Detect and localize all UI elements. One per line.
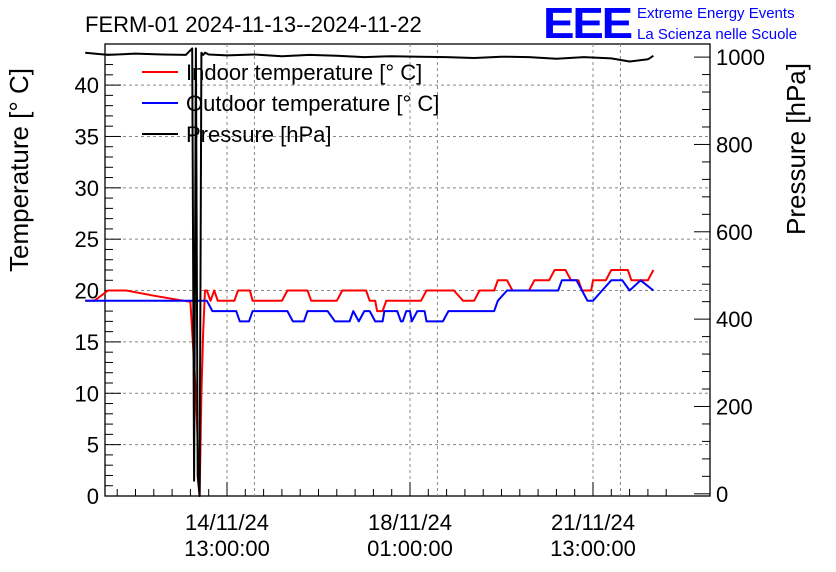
y2-tick-label: 200 [716, 394, 753, 419]
x-tick-label-date: 14/11/24 [185, 510, 269, 535]
series-line-indoor [85, 269, 655, 497]
x-tick-label-time: 13:00:00 [184, 536, 270, 561]
axes: 05101520253035400200400600800100014/11/2… [75, 43, 765, 561]
legend-label-indoor: Indoor temperature [° C] [186, 60, 422, 85]
y-tick-label: 25 [75, 227, 99, 252]
y-tick-label: 40 [75, 73, 99, 98]
x-tick-label-time: 01:00:00 [367, 536, 453, 561]
y2-tick-label: 0 [716, 482, 728, 507]
legend: Indoor temperature [° C] Outdoor tempera… [142, 60, 439, 147]
legend-label-outdoor: Outdoor temperature [° C] [186, 91, 439, 116]
series-line-outdoor [85, 279, 655, 323]
series-line-pressure [85, 47, 654, 497]
x-tick-label-date: 18/11/24 [368, 510, 452, 535]
y-axis-title: Temperature [° C] [4, 68, 34, 272]
y2-tick-label: 800 [716, 132, 753, 157]
x-tick-label-date: 21/11/24 [551, 510, 635, 535]
y-tick-label: 10 [75, 381, 99, 406]
logo-line2: La Scienza nelle Scuole [637, 26, 797, 43]
y2-tick-label: 600 [716, 220, 753, 245]
y-tick-label: 15 [75, 330, 99, 355]
logo-line1: Extreme Energy Events [637, 5, 795, 22]
legend-label-pressure: Pressure [hPa] [186, 122, 332, 147]
y2-axis-title: Pressure [hPa] [781, 63, 811, 235]
y-tick-label: 5 [87, 433, 99, 458]
y2-tick-label: 1000 [716, 45, 765, 70]
x-tick-label-time: 13:00:00 [550, 536, 636, 561]
eee-logo: EEE Extreme Energy Events La Scienza nel… [543, 0, 797, 48]
y-tick-label: 0 [87, 484, 99, 509]
grid [105, 44, 710, 496]
y-tick-label: 35 [75, 124, 99, 149]
series-layer [85, 47, 655, 497]
chart-title: FERM-01 2024-11-13--2024-11-22 [85, 12, 422, 37]
logo-mark: EEE [543, 0, 632, 48]
y2-tick-label: 400 [716, 307, 753, 332]
y-tick-label: 30 [75, 176, 99, 201]
